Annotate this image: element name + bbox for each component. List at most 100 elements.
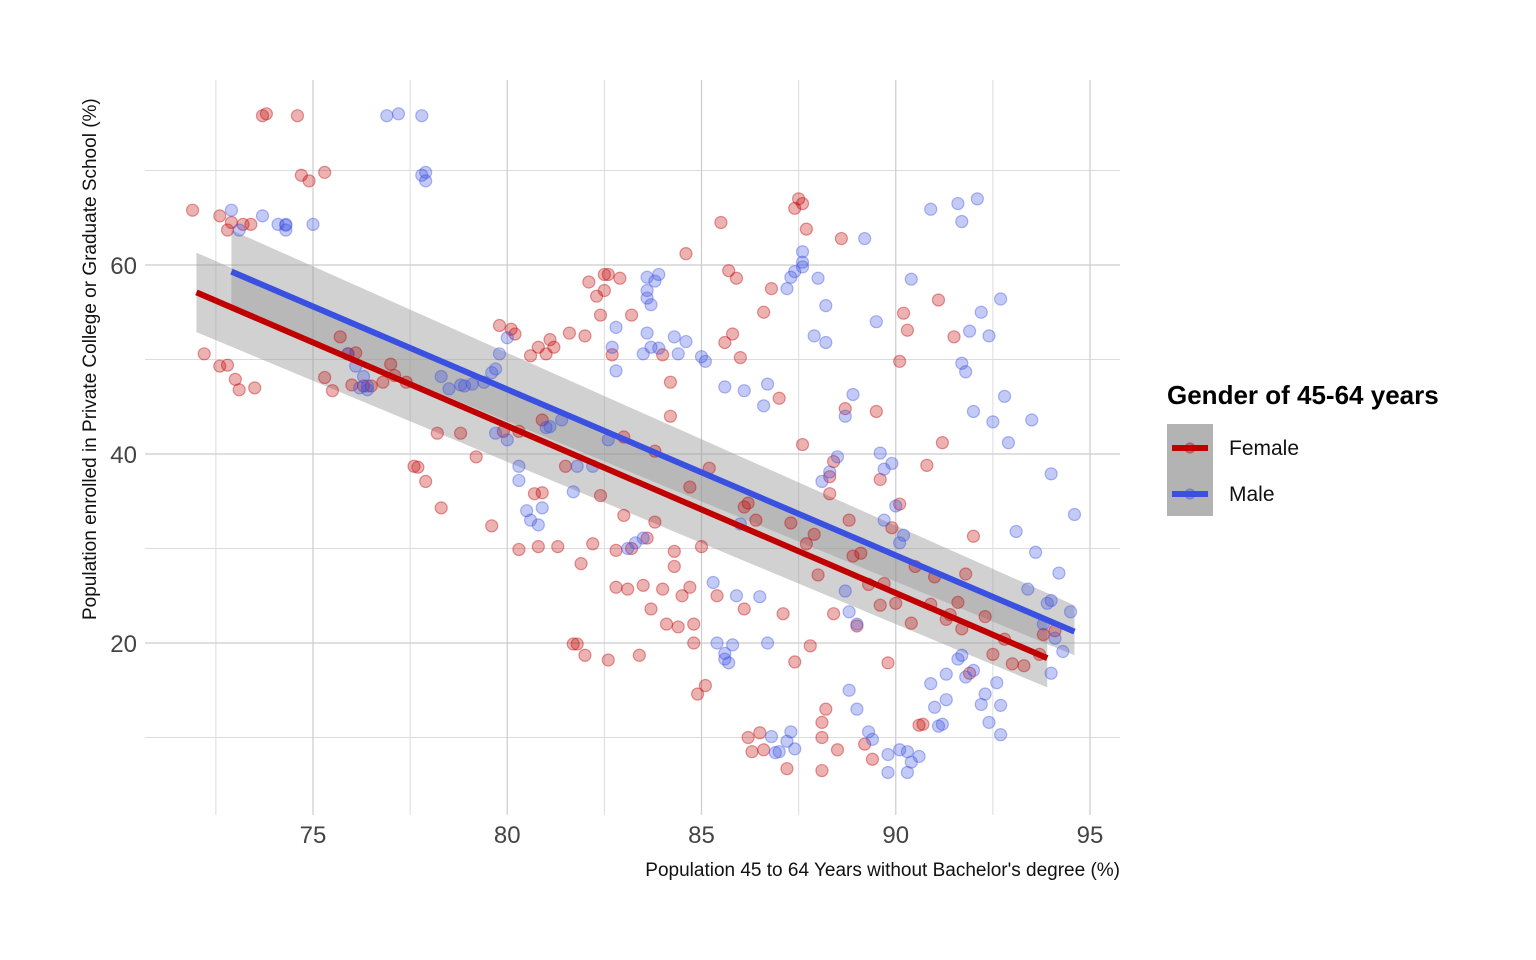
- data-point-male: [520, 504, 534, 518]
- data-point-male: [306, 217, 320, 231]
- data-point-female: [325, 384, 340, 398]
- data-point-female: [294, 168, 308, 182]
- data-point-female: [609, 543, 623, 557]
- data-point-male: [966, 404, 981, 419]
- legend-title: Gender of 45-64 years: [1167, 380, 1439, 410]
- data-point-female: [920, 458, 934, 472]
- data-point-male: [795, 255, 810, 269]
- data-point-female: [582, 275, 596, 289]
- data-point-male: [924, 202, 938, 216]
- data-point-male: [644, 340, 658, 354]
- data-point-male: [279, 217, 293, 231]
- data-point-male: [893, 536, 907, 550]
- data-point-female: [578, 329, 592, 343]
- data-point-female: [1036, 627, 1050, 642]
- data-point-female: [962, 666, 977, 680]
- data-point-female: [364, 379, 378, 393]
- data-point-male: [640, 270, 654, 284]
- data-point-male: [652, 267, 666, 282]
- data-point-female: [523, 349, 538, 363]
- data-point-female: [687, 636, 701, 650]
- data-point-female: [617, 508, 631, 523]
- data-point-male: [757, 399, 771, 413]
- data-point-male: [671, 347, 685, 361]
- data-point-male: [966, 663, 981, 678]
- data-point-male: [912, 749, 926, 764]
- data-point-female: [757, 743, 771, 757]
- trend-line-female: [195, 289, 1049, 661]
- confidence-band-male: [231, 230, 1075, 656]
- data-point-female: [788, 655, 802, 669]
- data-point-male: [974, 305, 988, 319]
- data-point-female: [197, 347, 211, 361]
- data-point-female: [850, 619, 864, 633]
- data-point-male: [764, 729, 779, 744]
- data-point-female: [764, 282, 779, 296]
- data-point-female: [621, 582, 635, 596]
- data-point-female: [411, 460, 425, 474]
- data-point-male: [1063, 605, 1078, 619]
- data-point-male: [353, 381, 367, 395]
- data-point-male: [636, 347, 650, 361]
- data-point-male: [1048, 631, 1062, 645]
- data-point-female: [667, 544, 681, 558]
- trend-line-male: [230, 268, 1076, 635]
- data-point-male: [465, 377, 479, 391]
- data-point-male: [1056, 644, 1070, 659]
- data-point-female: [356, 379, 371, 393]
- data-point-male: [1052, 566, 1066, 580]
- data-point-female: [815, 763, 829, 778]
- legend-key-female: [1172, 442, 1208, 454]
- data-point-female: [508, 327, 522, 341]
- data-point-female: [683, 580, 697, 594]
- data-point-male: [838, 584, 852, 598]
- data-point-male: [442, 382, 456, 396]
- data-point-female: [624, 308, 639, 322]
- data-point-male: [935, 717, 949, 731]
- data-point-male: [951, 196, 965, 211]
- data-point-female: [663, 409, 678, 423]
- data-point-female: [663, 375, 678, 389]
- y-tick-label: 40: [110, 442, 137, 469]
- data-point-female: [947, 330, 961, 344]
- data-point-male: [737, 384, 751, 398]
- data-point-female: [683, 480, 697, 494]
- data-point-female: [795, 196, 810, 211]
- data-point-male: [900, 765, 915, 780]
- data-point-female: [220, 358, 235, 372]
- data-point-male: [360, 383, 374, 397]
- data-point-male: [811, 271, 825, 285]
- data-point-female: [893, 497, 907, 511]
- data-point-female: [570, 637, 584, 651]
- legend-key-background: [1167, 424, 1213, 516]
- data-point-female: [823, 487, 837, 501]
- data-point-female: [694, 540, 709, 554]
- y-tick-label: 20: [110, 631, 137, 658]
- data-point-male: [846, 387, 860, 402]
- data-point-female: [679, 247, 693, 261]
- data-point-male: [640, 326, 654, 340]
- data-point-female: [224, 215, 239, 230]
- x-tick-label: 80: [494, 822, 521, 849]
- data-point-male: [896, 528, 911, 542]
- data-point-male: [694, 350, 709, 364]
- data-point-female: [959, 567, 973, 581]
- data-point-female: [854, 546, 868, 560]
- data-point-male: [679, 334, 693, 349]
- data-point-male: [609, 320, 623, 334]
- x-tick-label: 90: [882, 822, 909, 849]
- data-point-female: [632, 648, 646, 662]
- data-point-female: [745, 745, 759, 759]
- data-point-female: [586, 537, 600, 551]
- data-point-female: [636, 578, 650, 592]
- data-point-female: [593, 488, 608, 503]
- data-point-female: [656, 582, 670, 596]
- data-point-female: [718, 335, 732, 350]
- legend-key-male: [1172, 488, 1208, 500]
- data-point-male: [978, 687, 992, 701]
- data-point-female: [318, 165, 332, 179]
- data-point-male: [784, 270, 798, 284]
- data-point-female: [562, 326, 577, 340]
- data-point-female: [574, 557, 588, 571]
- data-point-female: [407, 459, 421, 473]
